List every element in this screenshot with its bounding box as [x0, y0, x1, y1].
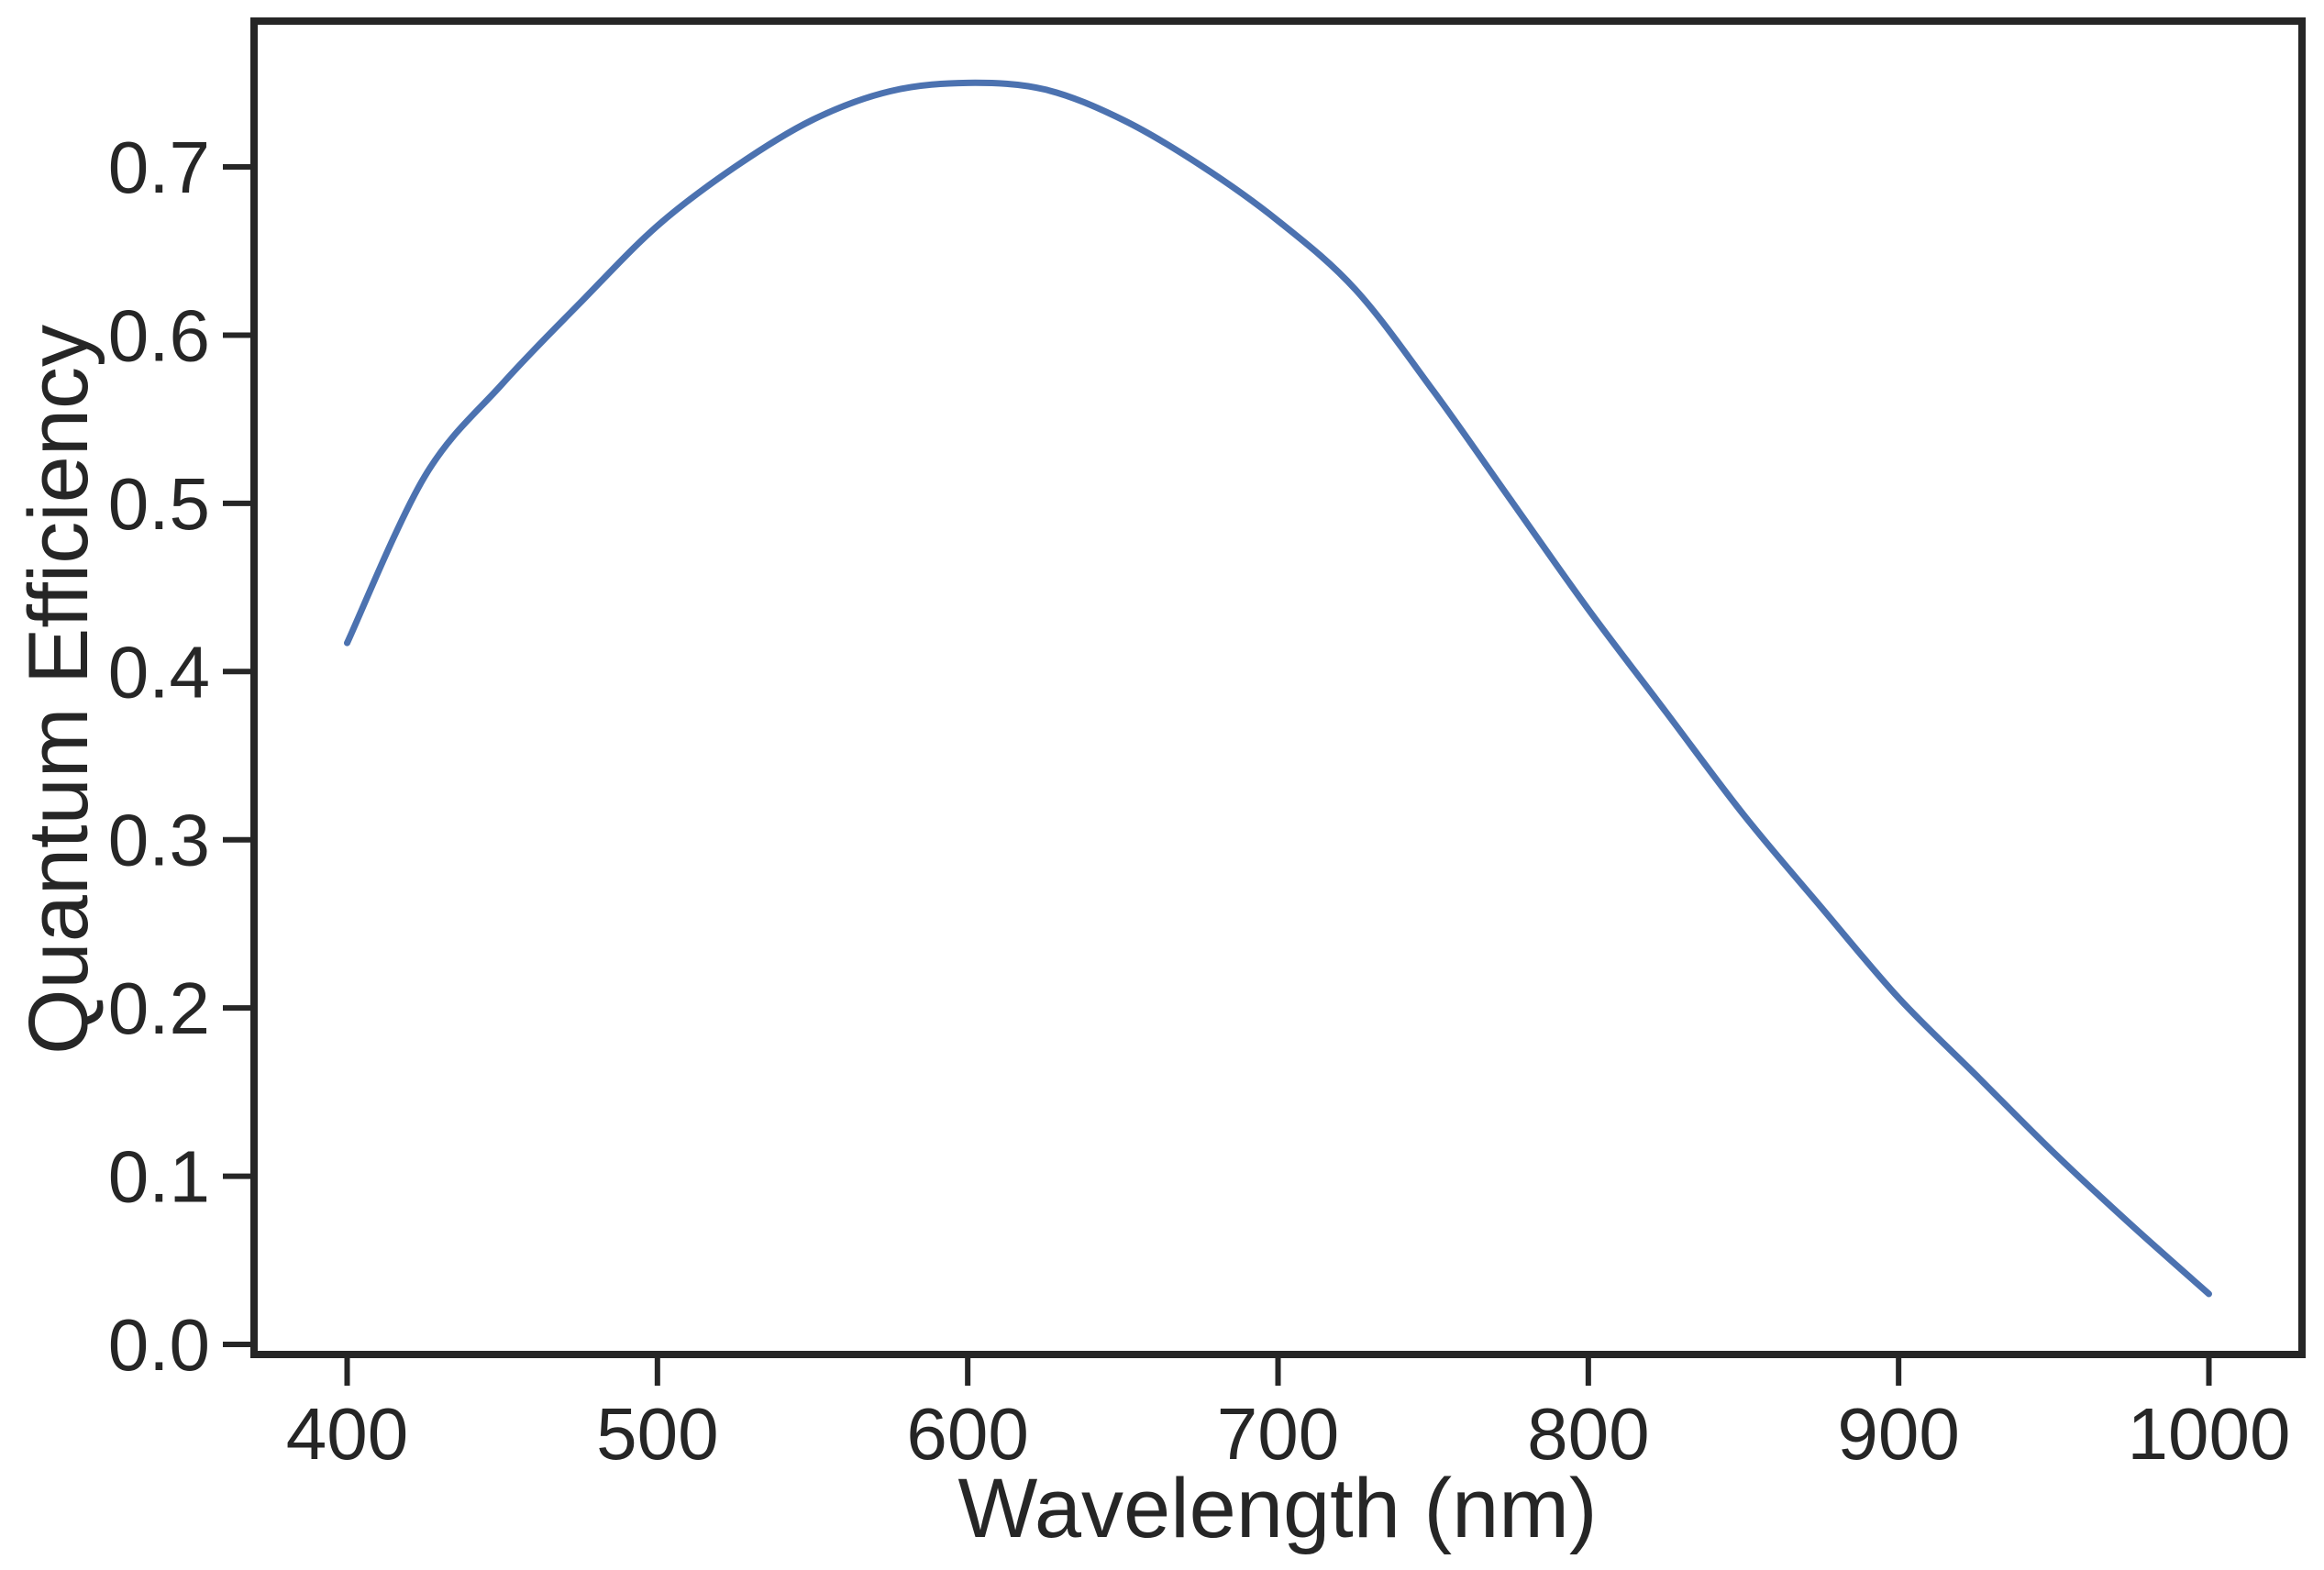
plot-frame — [250, 17, 2306, 1358]
x-tick-label: 600 — [906, 1393, 1028, 1475]
x-tick-label: 700 — [1217, 1393, 1339, 1475]
y-tick-label: 0.0 — [108, 1304, 210, 1386]
y-tick-label: 0.4 — [108, 631, 210, 713]
x-tick-label: 800 — [1527, 1393, 1649, 1475]
y-tick-label: 0.7 — [108, 127, 210, 208]
x-tick-label: 900 — [1837, 1393, 1959, 1475]
y-tick-label: 0.2 — [108, 967, 210, 1049]
y-tick-label: 0.1 — [108, 1136, 210, 1218]
x-tick-label: 500 — [596, 1393, 718, 1475]
x-tick-label: 1000 — [2128, 1393, 2291, 1475]
quantum-efficiency-curve — [344, 79, 2212, 1298]
y-tick-label: 0.6 — [108, 294, 210, 376]
y-axis-label: Quantum Efficiency — [12, 325, 105, 1055]
y-tick-label: 0.5 — [108, 463, 210, 545]
x-axis-ticks: 400 500 600 700 800 900 1000 — [286, 1358, 2291, 1475]
y-tick-label: 0.3 — [108, 800, 210, 881]
x-tick-label: 400 — [286, 1393, 408, 1475]
y-axis-ticks: 0.0 0.1 0.2 0.3 0.4 0.5 0.6 0.7 — [108, 127, 250, 1386]
x-axis-label: Wavelength (nm) — [957, 1462, 1597, 1555]
